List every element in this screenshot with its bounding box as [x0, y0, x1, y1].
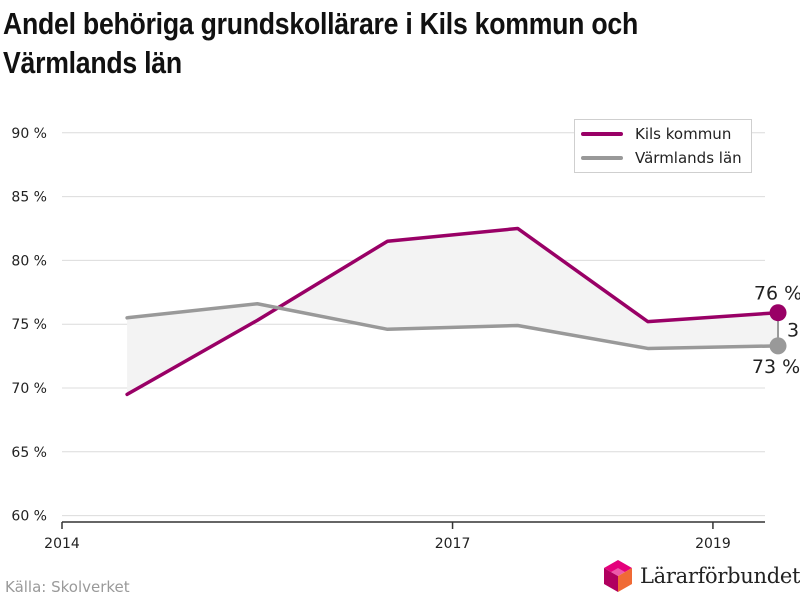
x-tick-label: 2017	[435, 536, 471, 552]
brand-logo[interactable]: Lärarförbundet	[602, 559, 800, 593]
legend-swatch-varmland	[581, 156, 623, 160]
hexagon-cube-logo-icon	[604, 560, 632, 592]
series-line-varmland	[125, 302, 780, 351]
y-tick-label: 90 %	[11, 126, 47, 142]
legend-item-varmland[interactable]: Värmlands län	[581, 147, 742, 169]
chart-legend: Kils kommun Värmlands län	[574, 119, 752, 173]
source-note: Källa: Skolverket	[5, 578, 130, 596]
y-tick-label: 85 %	[11, 190, 47, 206]
legend-swatch-kils	[581, 132, 623, 136]
x-tick-label: 2019	[695, 536, 731, 552]
y-tick-label: 65 %	[11, 445, 47, 461]
end-point-kils	[769, 304, 787, 322]
end-label-kils: 76 %	[754, 283, 800, 305]
chart-title: Andel behöriga grundskollärare i Kils ko…	[3, 6, 638, 80]
y-tick-label: 75 %	[11, 317, 47, 333]
series-line-kils	[125, 226, 780, 397]
legend-label-kils: Kils kommun	[635, 125, 732, 143]
difference-band	[127, 228, 779, 395]
y-tick-label: 70 %	[11, 381, 47, 397]
legend-label-varmland: Värmlands län	[635, 149, 742, 167]
x-tick-label: 2014	[44, 536, 80, 552]
y-tick-label: 80 %	[11, 253, 47, 269]
legend-item-kils[interactable]: Kils kommun	[581, 123, 731, 145]
brand-name: Lärarförbundet	[640, 564, 800, 588]
end-point-varmland	[769, 337, 787, 355]
end-label-varmland: 73 %	[752, 356, 800, 378]
y-tick-label: 60 %	[11, 509, 47, 525]
difference-label: 3 %	[787, 319, 800, 341]
